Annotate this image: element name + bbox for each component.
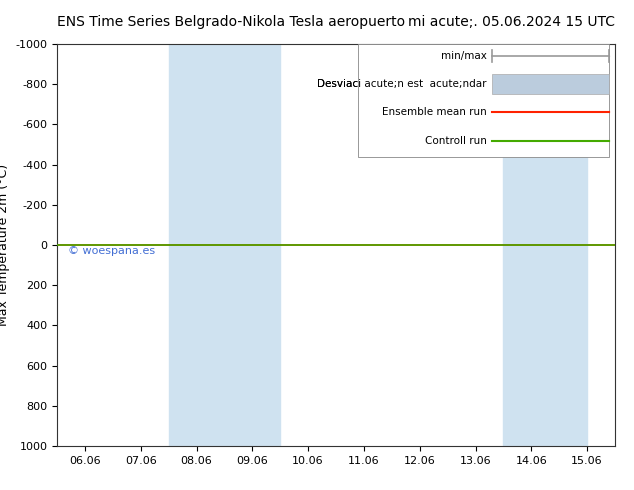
FancyBboxPatch shape xyxy=(492,74,609,95)
Text: Desviaci acute;n est  acute;ndar: Desviaci acute;n est acute;ndar xyxy=(317,79,487,89)
FancyBboxPatch shape xyxy=(492,74,609,95)
Text: Controll run: Controll run xyxy=(425,136,487,146)
Text: min/max: min/max xyxy=(441,51,487,61)
Text: mi acute;. 05.06.2024 15 UTC: mi acute;. 05.06.2024 15 UTC xyxy=(408,15,615,29)
Text: © woespana.es: © woespana.es xyxy=(68,246,155,256)
Text: Controll run: Controll run xyxy=(425,136,487,146)
Bar xyxy=(503,44,587,446)
Text: min/max: min/max xyxy=(441,51,487,61)
Text: Ensemble mean run: Ensemble mean run xyxy=(382,107,487,118)
Text: Desviaci acute;n est  acute;ndar: Desviaci acute;n est acute;ndar xyxy=(317,79,487,89)
Y-axis label: Max Temperature 2m (°C): Max Temperature 2m (°C) xyxy=(0,164,10,326)
Text: ENS Time Series Belgrado-Nikola Tesla aeropuerto: ENS Time Series Belgrado-Nikola Tesla ae… xyxy=(57,15,405,29)
Text: Ensemble mean run: Ensemble mean run xyxy=(382,107,487,118)
Bar xyxy=(169,44,280,446)
FancyBboxPatch shape xyxy=(358,44,609,157)
